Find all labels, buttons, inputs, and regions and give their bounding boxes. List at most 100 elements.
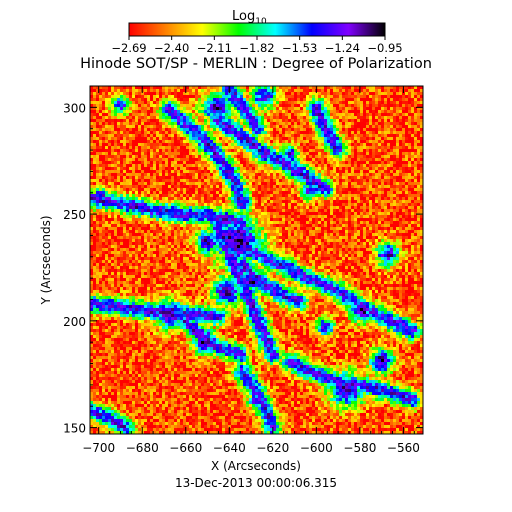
heatmap-cell xyxy=(420,167,423,170)
heatmap-cell xyxy=(111,146,114,149)
heatmap-cell xyxy=(330,128,333,131)
heatmap-cell xyxy=(273,173,276,176)
heatmap-cell xyxy=(117,173,120,176)
heatmap-cell xyxy=(111,203,114,206)
heatmap-cell xyxy=(111,101,114,104)
heatmap-cell xyxy=(363,143,366,146)
heatmap-cell xyxy=(387,92,390,95)
heatmap-cell xyxy=(333,131,336,134)
heatmap-cell xyxy=(324,155,327,158)
heatmap-cell xyxy=(93,200,96,203)
heatmap-cell xyxy=(216,107,219,110)
heatmap-cell xyxy=(225,95,228,98)
heatmap-cell xyxy=(396,119,399,122)
heatmap-cell xyxy=(363,95,366,98)
heatmap-cell xyxy=(321,125,324,128)
heatmap-cell xyxy=(126,200,129,203)
heatmap-cell xyxy=(408,101,411,104)
heatmap-cell xyxy=(405,188,408,191)
heatmap-cell xyxy=(165,215,168,218)
heatmap-cell xyxy=(246,119,249,122)
heatmap-cell xyxy=(318,176,321,179)
heatmap-cell xyxy=(294,155,297,158)
heatmap-cell xyxy=(339,143,342,146)
heatmap-cell xyxy=(270,134,273,137)
heatmap-cell xyxy=(291,155,294,158)
heatmap-cell xyxy=(234,209,237,212)
heatmap-cell xyxy=(291,188,294,191)
heatmap-cell xyxy=(309,194,312,197)
heatmap-cell xyxy=(213,194,216,197)
heatmap-cell xyxy=(396,89,399,92)
heatmap-cell xyxy=(402,209,405,212)
heatmap-cell xyxy=(405,128,408,131)
heatmap-cell xyxy=(249,197,252,200)
heatmap-cell xyxy=(138,89,141,92)
heatmap-cell xyxy=(411,89,414,92)
heatmap-cell xyxy=(408,188,411,191)
heatmap-cell xyxy=(324,191,327,194)
heatmap-cell xyxy=(324,176,327,179)
heatmap-cell xyxy=(210,203,213,206)
heatmap-cell xyxy=(165,191,168,194)
heatmap-cell xyxy=(273,152,276,155)
heatmap-cell xyxy=(195,200,198,203)
heatmap-cell xyxy=(99,143,102,146)
heatmap-cell xyxy=(330,98,333,101)
heatmap-cell xyxy=(258,152,261,155)
heatmap-cell xyxy=(102,116,105,119)
heatmap-cell xyxy=(381,191,384,194)
heatmap-cell xyxy=(240,194,243,197)
heatmap-cell xyxy=(399,104,402,107)
heatmap-cell xyxy=(276,104,279,107)
heatmap-cell xyxy=(162,167,165,170)
heatmap-cell xyxy=(162,89,165,92)
heatmap-cell xyxy=(396,170,399,173)
heatmap-cell xyxy=(381,98,384,101)
heatmap-cell xyxy=(315,131,318,134)
heatmap-cell xyxy=(222,167,225,170)
heatmap-cell xyxy=(162,113,165,116)
heatmap-cell xyxy=(135,143,138,146)
heatmap-cell xyxy=(105,209,108,212)
heatmap-cell xyxy=(156,140,159,143)
heatmap-cell xyxy=(357,143,360,146)
heatmap-cell xyxy=(309,143,312,146)
heatmap-cell xyxy=(339,107,342,110)
heatmap-cell xyxy=(135,218,138,221)
heatmap-cell xyxy=(402,212,405,215)
heatmap-cell xyxy=(393,191,396,194)
heatmap-cell xyxy=(414,98,417,101)
heatmap-cell xyxy=(132,206,135,209)
heatmap-cell xyxy=(264,122,267,125)
heatmap-cell xyxy=(417,200,420,203)
heatmap-cell xyxy=(225,164,228,167)
heatmap-cell xyxy=(126,95,129,98)
heatmap-cell xyxy=(231,119,234,122)
heatmap-cell xyxy=(309,146,312,149)
heatmap-cell xyxy=(399,155,402,158)
heatmap-cell xyxy=(363,209,366,212)
heatmap-cell xyxy=(255,110,258,113)
heatmap-cell xyxy=(228,110,231,113)
heatmap-cell xyxy=(315,167,318,170)
heatmap-cell xyxy=(288,218,291,221)
heatmap-cell xyxy=(357,125,360,128)
heatmap-cell xyxy=(165,113,168,116)
heatmap-cell xyxy=(291,218,294,221)
heatmap-cell xyxy=(366,173,369,176)
heatmap-cell xyxy=(324,161,327,164)
heatmap-cell xyxy=(114,113,117,116)
heatmap-cell xyxy=(180,122,183,125)
heatmap-cell xyxy=(411,185,414,188)
heatmap-cell xyxy=(378,131,381,134)
heatmap-cell xyxy=(270,188,273,191)
heatmap-cell xyxy=(252,146,255,149)
heatmap-cell xyxy=(240,104,243,107)
heatmap-cell xyxy=(312,140,315,143)
heatmap-cell xyxy=(165,176,168,179)
heatmap-cell xyxy=(321,152,324,155)
heatmap-cell xyxy=(99,185,102,188)
heatmap-cell xyxy=(372,101,375,104)
heatmap-cell xyxy=(93,212,96,215)
